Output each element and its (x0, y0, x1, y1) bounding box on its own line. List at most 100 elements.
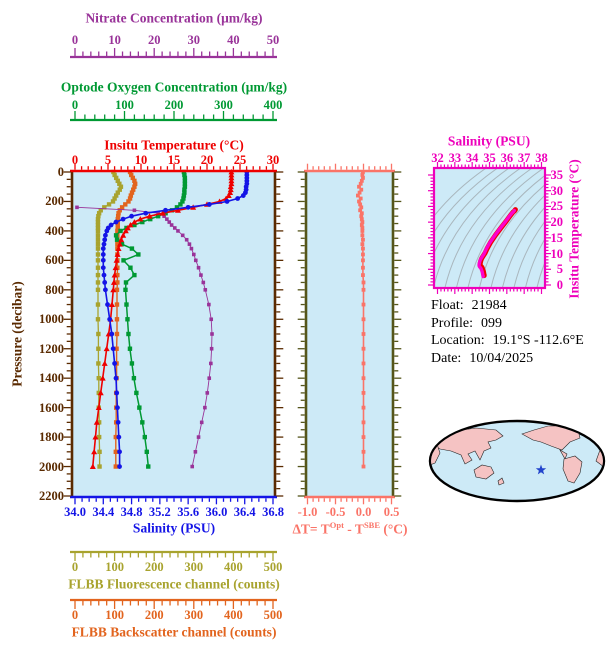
tick-label: 20 (200, 152, 214, 167)
tick-label: 40 (227, 32, 240, 47)
world-map (428, 419, 606, 503)
tick-label: 600 (45, 253, 64, 268)
tick-label: 500 (263, 559, 283, 574)
tick-label: 1800 (39, 429, 64, 444)
tick-label: 38 (535, 150, 548, 165)
tick-label: 35.6 (177, 504, 200, 519)
tick-label: 200 (45, 194, 64, 209)
delta-t-label-pre: ΔT= T (292, 521, 330, 537)
standalone-axis (70, 48, 277, 59)
tick-label: 35.2 (148, 504, 171, 519)
tick-label: 10 (108, 32, 121, 47)
tick-label: 400 (45, 223, 64, 238)
pressure-axis-title: Pressure (decibar) (9, 281, 25, 387)
backscatter-axis-title: FLBB Backscatter channel (counts) (71, 624, 277, 640)
fluorescence-series (95, 169, 124, 469)
tick-label: 400 (263, 97, 283, 112)
oxygen-axis-title: Optode Oxygen Concentration (μm/kg) (60, 79, 288, 95)
tick-label: 34.8 (120, 504, 143, 519)
tick-label: 500 (263, 607, 283, 622)
tick-label: 1000 (39, 312, 64, 327)
tick-label: 100 (105, 559, 124, 574)
tick-label: 0 (71, 559, 79, 574)
delta-t-plot (297, 163, 402, 505)
tick-label: 37 (517, 150, 531, 165)
tick-label: 35 (483, 150, 496, 165)
tick-label: 25 (233, 152, 247, 167)
tick-label: 34.4 (92, 504, 115, 519)
tick-label: 36.0 (205, 504, 228, 519)
tick-label: 300 (184, 607, 204, 622)
float-info-row-date: Date: 10/04/2025 (431, 350, 534, 366)
nitrate-axis-title: Nitrate Concentration (μm/kg) (85, 10, 263, 26)
tick-label: 36.8 (262, 504, 284, 519)
float-info-row-float: Float: 21984 (431, 298, 507, 313)
tick-label: 35 (550, 167, 564, 182)
tick-label: -0.5 (325, 504, 346, 519)
tick-label: 300 (184, 559, 204, 574)
ts-salinity-axis-title: Salinity (PSU) (447, 133, 531, 149)
delta-t-label-sup-sbe: SBE (363, 519, 381, 530)
tick-label: 1200 (39, 341, 64, 356)
tick-label: 200 (144, 559, 164, 574)
tick-label: 100 (105, 607, 124, 622)
tick-label: 0 (71, 97, 79, 112)
tick-label: 2200 (39, 488, 64, 503)
tick-label: 800 (45, 282, 64, 297)
standalone-axis (70, 598, 277, 609)
tick-label: -1.0 (297, 504, 318, 519)
main-profile-plot (63, 163, 284, 505)
delta-t-label-sup-opt: Opt (329, 519, 344, 530)
ts-curve (477, 207, 518, 279)
standalone-axis (70, 111, 277, 122)
tick-label: 32 (431, 150, 444, 165)
tick-label: 2000 (39, 459, 64, 474)
float-info-row-location: Location: 19.1°S -112.6°E (431, 333, 584, 348)
tick-label: 200 (164, 97, 184, 112)
temperature-series (89, 169, 235, 469)
tick-label: 10 (134, 152, 148, 167)
tick-label: 1600 (39, 400, 64, 415)
float-position-star (535, 464, 547, 475)
tick-label: 30 (187, 32, 201, 47)
nitrate-series (75, 205, 214, 469)
tick-label: 20 (147, 32, 161, 47)
tick-label: 5 (104, 152, 112, 167)
tick-label: 10 (550, 246, 564, 261)
tick-label: 0 (71, 32, 79, 47)
tick-label: 1400 (39, 370, 64, 385)
tick-label: 15 (550, 230, 564, 245)
float-info: Float: 21984 Profile: 099 Location: 19.1°S … (431, 297, 584, 367)
tick-label: 100 (115, 97, 134, 112)
tick-label: 400 (224, 559, 243, 574)
tick-label: 0.0 (355, 504, 372, 519)
tick-label: 30 (266, 152, 280, 167)
delta-t-label-post: (°C) (380, 521, 408, 537)
tick-label: 25 (550, 199, 564, 214)
tick-label: 5 (556, 262, 563, 277)
tick-label: 50 (266, 32, 280, 47)
tick-label: 0 (71, 607, 79, 622)
delta-t-series (356, 170, 366, 469)
ts-temperature-axis-title: Insitu Temperature (°C) (566, 159, 582, 299)
tick-label: 34.0 (64, 504, 86, 519)
salinity-axis-title: Salinity (PSU) (132, 520, 216, 536)
temperature-axis-title: Insitu Temperature (°C) (104, 137, 244, 153)
tick-label: 400 (224, 607, 243, 622)
tick-label: 33 (448, 150, 462, 165)
tick-label: 34 (465, 150, 479, 165)
tick-label: 200 (144, 607, 164, 622)
tick-label: 36 (500, 150, 514, 165)
tick-label: 300 (214, 97, 233, 112)
delta-t-label-mid: - T (343, 521, 364, 537)
ts-diagram (428, 162, 551, 294)
profile-number: 099 (481, 315, 502, 331)
float-info-row-profile: Profile: 099 (431, 315, 502, 331)
fluorescence-axis-title: FLBB Fluorescence channel (counts) (68, 576, 280, 592)
tick-label: 15 (167, 152, 181, 167)
float-number: 21984 (471, 298, 507, 313)
tick-label: 0 (71, 152, 79, 167)
tick-label: 36.4 (233, 504, 256, 519)
